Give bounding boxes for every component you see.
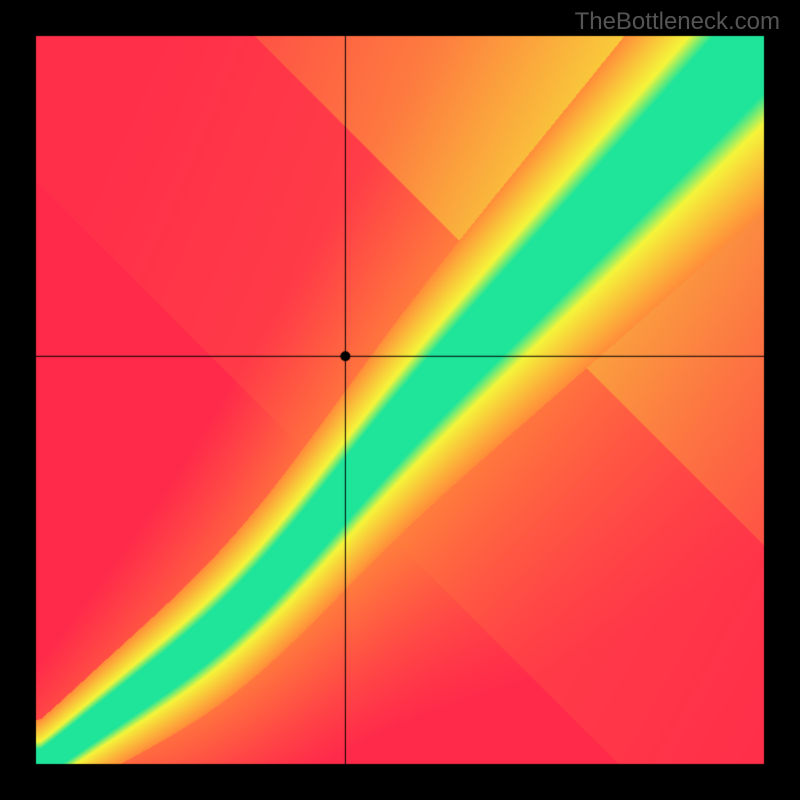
watermark-text: TheBottleneck.com	[575, 8, 780, 36]
chart-container: TheBottleneck.com	[0, 0, 800, 800]
bottleneck-heatmap	[0, 0, 800, 800]
